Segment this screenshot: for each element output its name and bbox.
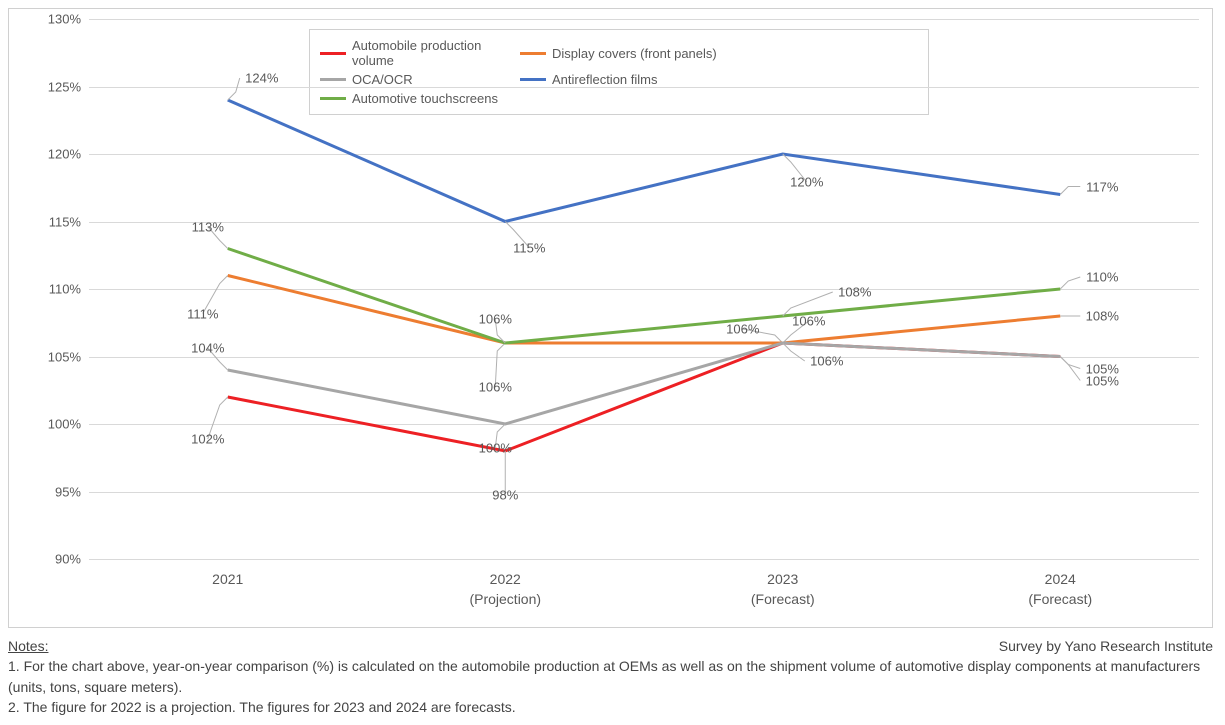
series-line-display_covers: [228, 276, 1061, 344]
data-label-display_covers: 111%: [187, 306, 218, 321]
data-label-touchscreens: 106%: [479, 312, 512, 327]
notes-line-2: 2. The figure for 2022 is a projection. …: [8, 697, 1213, 717]
data-label-display_covers: 106%: [479, 380, 512, 395]
y-tick-label: 125%: [48, 79, 81, 94]
data-label-oca_ocr: 105%: [1086, 373, 1119, 388]
gridline: [89, 559, 1199, 560]
data-label-display_covers: 108%: [1086, 309, 1119, 324]
data-label-oca_ocr: 100%: [479, 441, 512, 456]
notes-section: Notes: Survey by Yano Research Institute…: [8, 636, 1213, 717]
x-tick-label: 2023(Forecast): [751, 570, 815, 609]
data-label-touchscreens: 113%: [192, 219, 224, 234]
y-tick-label: 100%: [48, 417, 81, 432]
x-axis: 2021 2022(Projection) 2023(Forecast) 2024(F…: [89, 564, 1199, 624]
data-label-touchscreens: 110%: [1086, 270, 1118, 285]
y-tick-label: 95%: [55, 484, 81, 499]
y-tick-label: 110%: [49, 282, 81, 297]
y-tick-label: 90%: [55, 552, 81, 567]
leader-line: [228, 78, 240, 100]
chart-container: Automobile production volumeDisplay cove…: [8, 8, 1213, 628]
y-tick-label: 105%: [48, 349, 81, 364]
y-tick-label: 120%: [48, 147, 81, 162]
leader-line: [1060, 187, 1080, 195]
y-tick-label: 115%: [49, 214, 81, 229]
data-label-auto_prod: 98%: [492, 488, 518, 503]
series-line-antireflection: [228, 100, 1061, 222]
x-tick-label: 2024(Forecast): [1028, 570, 1092, 609]
data-label-touchscreens: 108%: [838, 285, 871, 300]
notes-header: Notes: Survey by Yano Research Institute: [8, 636, 1213, 656]
plot-area: 102% 98% 106% 105% 111% 106% 106% 108% 104% 100% 1…: [89, 19, 1199, 559]
series-line-oca_ocr: [228, 343, 1061, 424]
data-label-auto_prod: 106%: [726, 322, 759, 337]
survey-by: Survey by Yano Research Institute: [999, 636, 1213, 656]
data-label-oca_ocr: 104%: [191, 341, 224, 356]
leader-line: [783, 343, 805, 361]
leader-line: [1060, 277, 1080, 289]
series-line-auto_prod: [228, 343, 1061, 451]
data-label-antireflection: 124%: [245, 71, 278, 86]
x-tick-label: 2022(Projection): [469, 570, 541, 609]
notes-title: Notes:: [8, 636, 48, 656]
data-label-oca_ocr: 106%: [810, 354, 843, 369]
leader-line: [1060, 357, 1080, 381]
data-label-antireflection: 115%: [513, 240, 545, 255]
data-label-antireflection: 120%: [790, 175, 823, 190]
notes-line-1: 1. For the chart above, year-on-year com…: [8, 656, 1213, 697]
y-tick-label: 130%: [48, 12, 81, 27]
data-label-antireflection: 117%: [1086, 179, 1118, 194]
data-label-auto_prod: 102%: [191, 432, 224, 447]
data-label-display_covers: 106%: [792, 314, 825, 329]
chart-lines: [89, 19, 1199, 559]
y-axis: 90% 95% 100% 105% 110% 115% 120% 125% 130%: [9, 9, 89, 569]
x-tick-label: 2021: [212, 570, 243, 590]
